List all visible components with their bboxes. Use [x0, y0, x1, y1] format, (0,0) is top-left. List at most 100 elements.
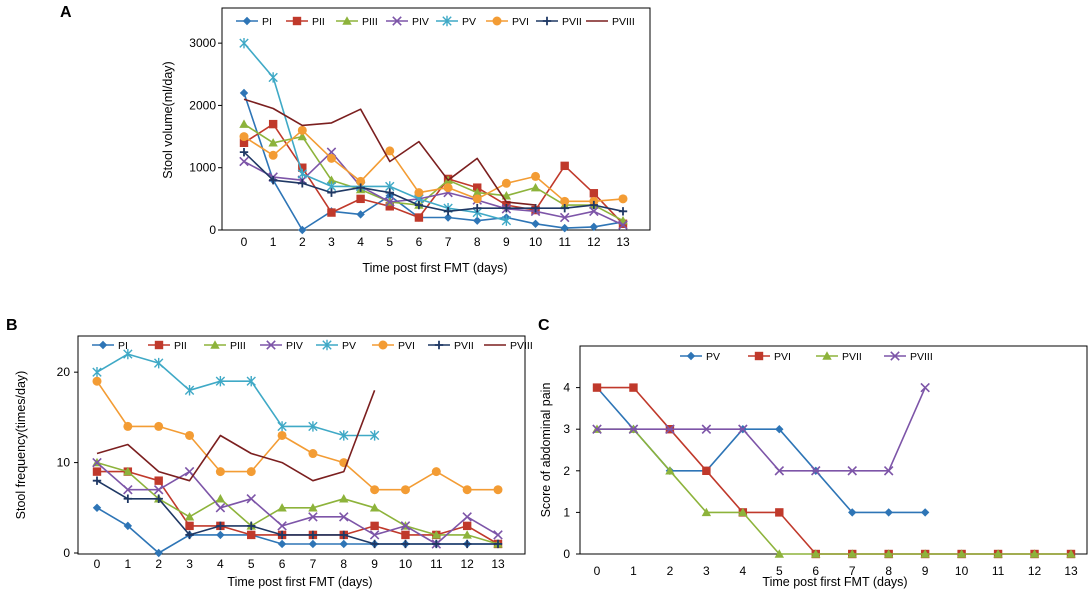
legend-item-pv: PV [680, 351, 720, 363]
legend-item-piii: PIII [204, 340, 246, 352]
legend-item-pviii: PVIII [484, 340, 533, 352]
x-tick-label: 11 [992, 564, 1005, 578]
data-point-piii [431, 530, 442, 539]
y-tick-label: 3000 [189, 36, 216, 50]
data-point-pvi [297, 125, 307, 135]
data-point-pvii [92, 476, 102, 485]
x-tick-label: 13 [616, 235, 630, 249]
legend-item-pi: PI [92, 340, 128, 352]
plot-frame-b [77, 335, 526, 555]
data-point-piv [277, 521, 287, 531]
data-point-pvii [920, 549, 930, 558]
data-point-pviii [847, 466, 857, 476]
data-point-pvii [1029, 549, 1040, 558]
series-line-piii [96, 461, 499, 545]
data-point-pv [215, 376, 226, 387]
legend-label: PV [462, 16, 476, 28]
legend-label: PII [174, 340, 187, 352]
data-point-pv [848, 508, 857, 517]
legend-item-piv: PIV [386, 16, 429, 28]
x-tick-label: 9 [922, 564, 929, 578]
legend-label: PI [262, 16, 272, 28]
data-point-pviii [883, 466, 894, 476]
data-point-pv [123, 348, 133, 360]
data-point-pvii [738, 507, 748, 517]
data-point-piii [215, 494, 226, 503]
data-point-pi [443, 213, 453, 222]
data-point-pvi [443, 183, 453, 193]
x-tick-label: 0 [94, 557, 101, 571]
legend-item-pvii: PVII [428, 340, 474, 352]
data-point-pvii [560, 204, 569, 213]
data-point-piv [153, 484, 164, 495]
data-point-pi [239, 88, 249, 98]
data-point-piv [493, 530, 503, 540]
data-point-pvi [592, 383, 602, 392]
data-point-pvii [618, 207, 628, 216]
data-point-pvi [185, 430, 195, 440]
data-point-pv [153, 357, 164, 369]
data-point-piv [400, 521, 411, 531]
data-point-piv [369, 530, 380, 540]
data-point-pvi [531, 171, 541, 181]
data-point-piii [326, 175, 337, 184]
data-point-piii [277, 503, 287, 512]
x-tick-label: 11 [430, 557, 443, 571]
data-point-pii [589, 189, 599, 198]
legend-marker [210, 340, 220, 349]
x-tick-label: 10 [529, 235, 543, 249]
data-point-pii [356, 194, 365, 204]
data-point-pvi [702, 466, 711, 475]
data-point-pi [298, 225, 307, 235]
data-point-pvii [339, 530, 348, 540]
x-tick-label: 4 [740, 564, 747, 578]
data-point-pvii [665, 466, 675, 475]
legend-label: PVIII [510, 340, 533, 352]
data-point-pvii [993, 549, 1003, 558]
x-tick-label: 7 [445, 235, 452, 249]
y-tick-label: 20 [57, 365, 71, 379]
data-point-pi [339, 539, 348, 549]
data-point-pvi [775, 508, 784, 517]
data-point-pvii [268, 175, 278, 185]
x-tick-label: 2 [667, 564, 674, 578]
data-point-pvii [154, 494, 163, 503]
y-tick-label: 1000 [189, 161, 216, 175]
legend-item-pv: PV [316, 339, 356, 352]
data-point-pvii [298, 179, 307, 188]
data-point-piv [385, 197, 395, 207]
y-tick-label: 0 [63, 546, 70, 560]
data-point-pvi [154, 421, 164, 431]
series-line-pvi [96, 380, 498, 491]
series-pviii [592, 382, 930, 476]
data-point-pvi [308, 449, 318, 459]
legend-label: PIII [230, 340, 246, 352]
x-tick-label: 10 [399, 557, 413, 571]
y-tick-label: 2 [563, 464, 570, 478]
data-point-pv [92, 366, 102, 378]
data-point-pii [154, 476, 163, 485]
data-point-pvii [277, 530, 287, 540]
series-line-pvi [243, 129, 624, 203]
legend-item-pv: PV [436, 15, 476, 28]
data-point-pii [370, 521, 379, 531]
x-tick-label: 0 [594, 564, 601, 578]
data-point-pvi [560, 196, 570, 206]
data-point-piv [462, 512, 472, 522]
data-point-piv [559, 212, 570, 223]
series-piv [92, 457, 503, 549]
legend-label: PVIII [612, 16, 635, 28]
data-point-pvi [400, 485, 410, 495]
data-point-pvii [239, 147, 249, 157]
series-pviii [96, 390, 376, 482]
y-axis-label-c: Score of abdominal pain [539, 383, 553, 518]
data-point-pii [462, 521, 472, 531]
data-point-pvii [216, 521, 225, 531]
legend-label: PVII [454, 340, 474, 352]
legend-a: PI PII PIII PIV PV PVI PVII PVIII [236, 15, 635, 28]
data-point-piii [339, 494, 349, 503]
x-axis-label-c: Time post first FMT (days) [762, 575, 907, 589]
x-tick-label: 1 [270, 235, 277, 249]
legend-label: PVIII [910, 351, 933, 363]
